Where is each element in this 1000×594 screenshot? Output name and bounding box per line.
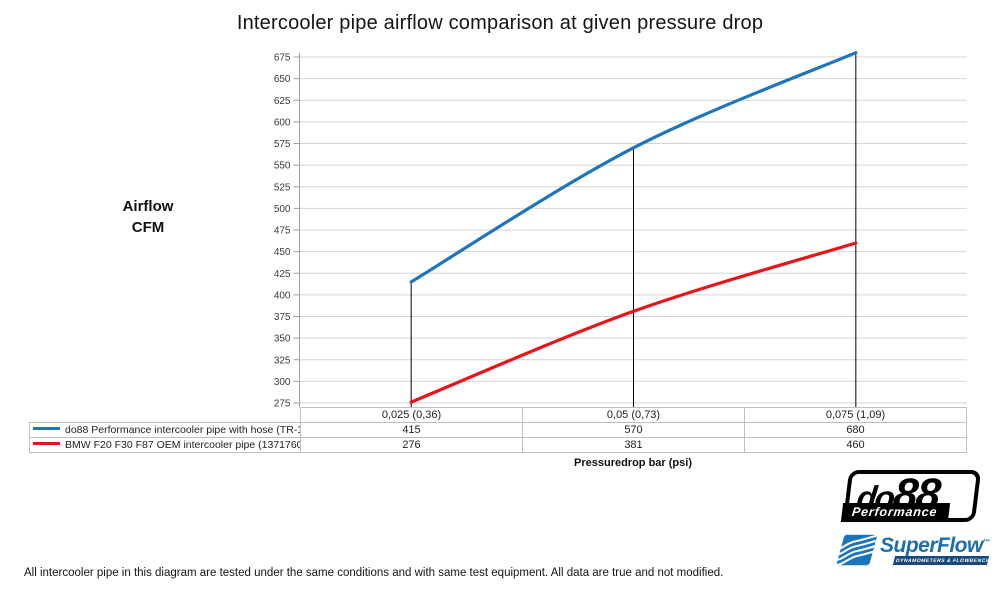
value-cell-s0-x1: 570	[522, 422, 745, 438]
x-axis-title: Pressuredrop bar (psi)	[574, 457, 692, 469]
legend-cell-0: do88 Performance intercooler pipe with h…	[29, 422, 301, 438]
svg-text:575: 575	[274, 139, 291, 150]
value-cell-s1-x2: 460	[744, 437, 967, 453]
superflow-logo-text: SuperFlow™	[880, 534, 990, 558]
y-axis-tick-labels: 275 300 325 350 375 400 425 450 475 500 525 550 575 6…	[274, 53, 291, 410]
data-table-grid: 0,025 (0,36) 0,05 (0,73) 0,075 (1,09) do88 …	[29, 407, 967, 453]
svg-text:425: 425	[274, 269, 291, 280]
legend-label-1: BMW F20 F30 F87 OEM intercooler pipe (13…	[65, 439, 300, 451]
do88-logo-performance: Performance	[840, 503, 951, 522]
y-axis-title-line1: Airflow	[122, 198, 174, 215]
drop-lines	[410, 52, 857, 407]
series-line-0	[409, 51, 858, 284]
data-table-body: 0,025 (0,36) 0,05 (0,73) 0,075 (1,09) do88 …	[29, 407, 967, 453]
svg-text:325: 325	[274, 355, 291, 366]
svg-text:600: 600	[274, 117, 291, 128]
svg-text:525: 525	[274, 182, 291, 193]
series-line-1	[409, 241, 858, 404]
table-corner-cell	[30, 408, 301, 423]
value-cell-s1-x0: 276	[300, 437, 523, 453]
legend-swatch-0	[33, 427, 60, 431]
legend-swatch-1	[33, 442, 60, 446]
value-cell-s1-x1: 381	[522, 437, 745, 453]
superflow-trademark: ™	[982, 539, 990, 546]
svg-text:625: 625	[274, 96, 291, 107]
svg-text:275: 275	[274, 399, 291, 410]
series-row-0: do88 Performance intercooler pipe with h…	[29, 422, 967, 438]
svg-text:350: 350	[274, 334, 291, 345]
svg-text:375: 375	[274, 312, 291, 323]
svg-text:675: 675	[274, 53, 291, 64]
superflow-tagline: DYNAMOMETERS & FLOWBENCHES	[892, 556, 998, 565]
value-cell-s0-x0: 415	[300, 422, 523, 438]
footer-note: All intercooler pipe in this diagram are…	[24, 567, 724, 579]
value-cell-s0-x2: 680	[744, 422, 967, 438]
svg-text:300: 300	[274, 377, 291, 388]
superflow-wordmark: SuperFlow	[880, 534, 983, 557]
series-row-1: BMW F20 F30 F87 OEM intercooler pipe (13…	[29, 437, 967, 453]
x-axis-label-row: 0,025 (0,36) 0,05 (0,73) 0,075 (1,09)	[30, 407, 967, 423]
legend-cell-1: BMW F20 F30 F87 OEM intercooler pipe (13…	[29, 437, 301, 453]
x-axis-label-2: 0,075 (1,09)	[744, 407, 967, 423]
do88-logo-box: do88 Performance	[840, 470, 982, 522]
data-table: 0,025 (0,36) 0,05 (0,73) 0,075 (1,09) do88 …	[29, 407, 967, 453]
y-axis-ticks	[293, 56, 300, 404]
legend-label-0: do88 Performance intercooler pipe with h…	[65, 424, 301, 436]
superflow-logo: SuperFlow™ DYNAMOMETERS & FLOWBENCHES	[836, 533, 998, 571]
svg-text:475: 475	[274, 226, 291, 237]
do88-logo: do88 Performance	[840, 470, 982, 522]
y-axis-title-line2: CFM	[131, 219, 165, 236]
svg-text:500: 500	[274, 204, 291, 215]
x-axis-label-0: 0,025 (0,36)	[300, 407, 523, 423]
x-axis-label-1: 0,05 (0,73)	[522, 407, 745, 423]
svg-text:400: 400	[274, 290, 291, 301]
chart-title: Intercooler pipe airflow comparison at g…	[236, 12, 764, 34]
y-axis-title: Airflow CFM	[98, 196, 198, 238]
svg-text:450: 450	[274, 247, 291, 258]
svg-text:650: 650	[274, 74, 291, 85]
svg-text:550: 550	[274, 161, 291, 172]
superflow-wave-icon	[836, 534, 877, 566]
